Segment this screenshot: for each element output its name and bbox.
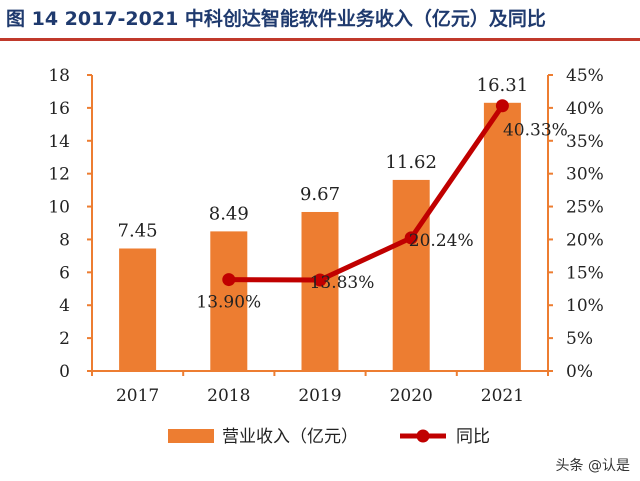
yoy-value-label: 13.83%: [310, 273, 375, 293]
right-tick-label: 35%: [566, 132, 604, 152]
right-tick-label: 30%: [566, 165, 604, 185]
figure-title: 图 14 2017-2021 中科创达智能软件业务收入（亿元）及同比: [6, 8, 546, 30]
right-tick-label: 20%: [566, 230, 604, 250]
legend-line-label: 同比: [456, 427, 490, 447]
left-tick-label: 14: [48, 132, 70, 152]
left-tick-label: 8: [59, 230, 70, 250]
x-tick-label: 2017: [116, 386, 159, 406]
x-tick-label: 2021: [481, 386, 524, 406]
left-tick-label: 18: [48, 66, 70, 86]
yoy-point: [313, 273, 327, 287]
x-tick-label: 2018: [207, 386, 250, 406]
yoy-line: [228, 104, 505, 283]
bar-2021: [483, 102, 521, 372]
x-tick-label: 2019: [298, 386, 341, 406]
bar-value-label: 8.49: [209, 203, 249, 224]
bar-value-label: 7.45: [118, 220, 158, 241]
yoy-point: [222, 273, 236, 287]
right-tick-label: 25%: [566, 198, 604, 218]
legend-bar-label: 营业收入（亿元）: [222, 427, 358, 447]
title-rule: [0, 38, 640, 41]
legend-line-marker: [416, 429, 430, 443]
watermark: 头条 @认是: [555, 458, 630, 474]
left-tick-label: 10: [48, 198, 70, 218]
x-tick-label: 2020: [390, 386, 433, 406]
legend-bar-swatch: [168, 429, 214, 443]
bar-2019: [301, 211, 339, 371]
yoy-value-label: 20.24%: [409, 231, 474, 251]
right-tick-label: 10%: [566, 296, 604, 316]
bar-2017: [119, 248, 157, 371]
left-tick-label: 0: [59, 362, 70, 382]
bar-value-label: 11.62: [385, 152, 437, 173]
yoy-value-label: 13.90%: [196, 293, 261, 313]
right-tick-label: 40%: [566, 99, 604, 119]
yoy-point: [404, 231, 418, 245]
bar-2020: [392, 179, 430, 371]
left-tick-label: 16: [48, 99, 70, 119]
left-tick-label: 12: [48, 165, 70, 185]
right-tick-label: 45%: [566, 66, 604, 86]
bar-value-label: 16.31: [477, 75, 529, 96]
yoy-point: [495, 99, 509, 113]
right-tick-label: 0%: [566, 362, 593, 382]
left-tick-label: 2: [59, 329, 70, 349]
left-tick-label: 6: [59, 263, 70, 283]
right-tick-label: 15%: [566, 263, 604, 283]
left-tick-label: 4: [59, 296, 70, 316]
bar-value-label: 9.67: [300, 184, 340, 205]
right-tick-label: 5%: [566, 329, 593, 349]
bar-2018: [210, 231, 248, 371]
yoy-value-label: 40.33%: [503, 121, 568, 141]
